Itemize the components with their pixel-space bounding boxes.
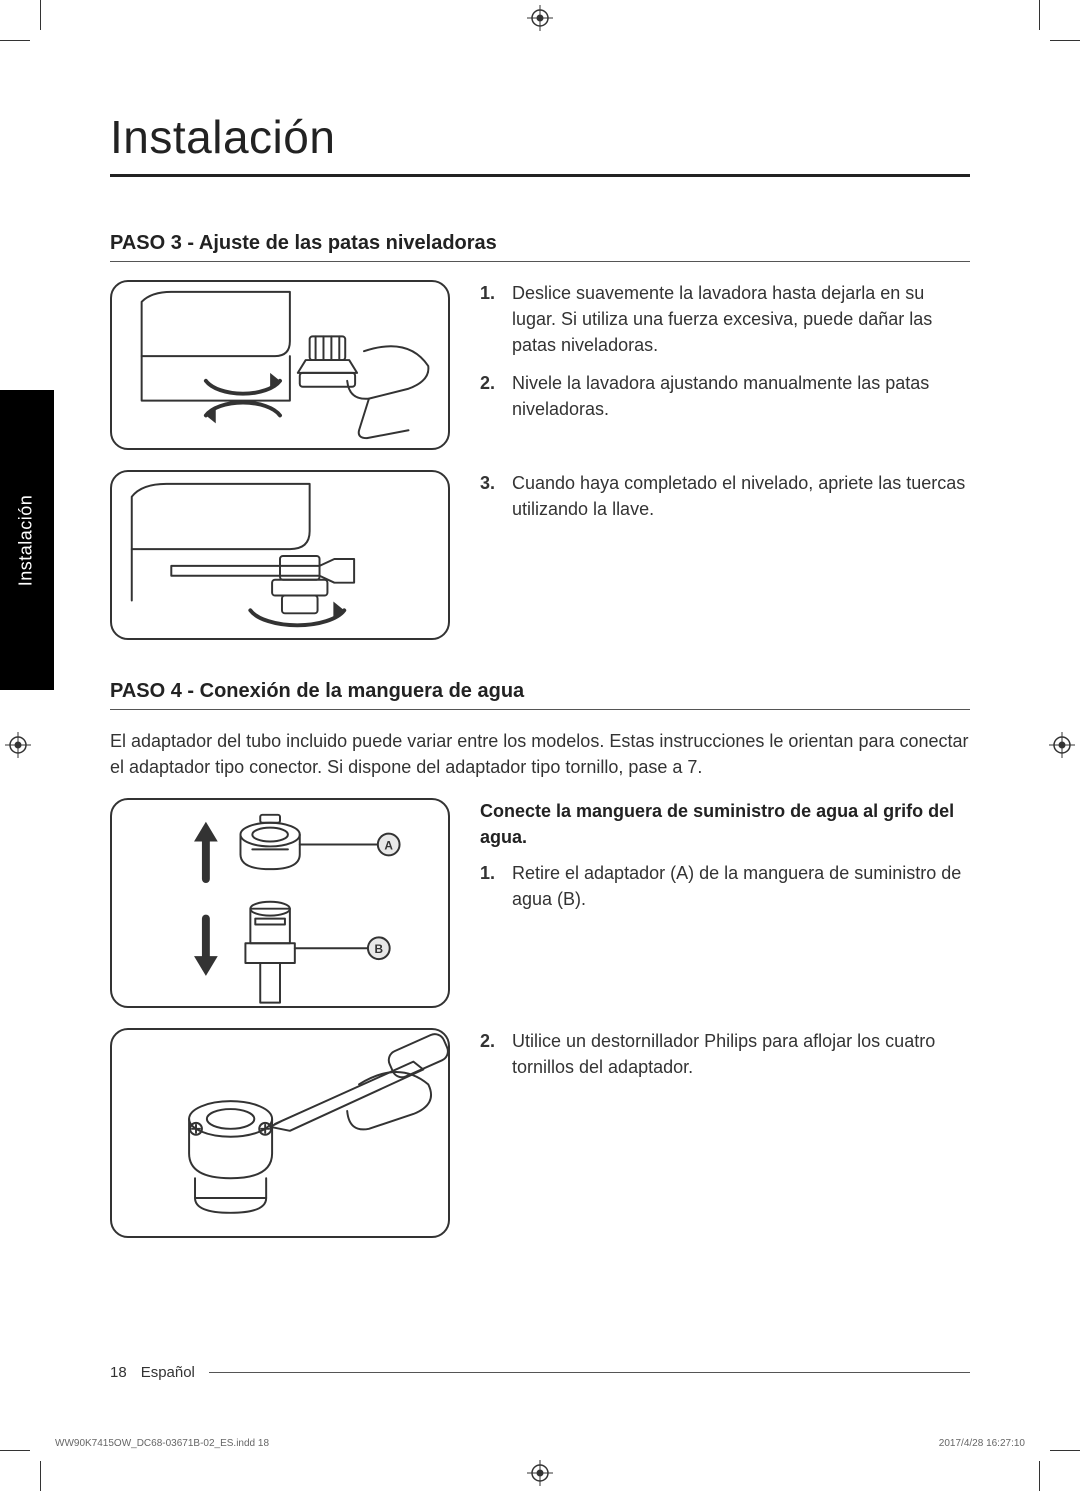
registration-mark-icon (527, 5, 553, 31)
step4-item: 2. Utilice un destornillador Philips par… (480, 1028, 970, 1080)
step4-subhead: Conecte la manguera de suministro de agu… (480, 798, 970, 850)
crop-mark (1050, 40, 1080, 41)
step3-heading: PASO 3 - Ajuste de las patas niveladoras (110, 232, 970, 262)
callout-b-label: B (375, 942, 384, 956)
list-text: Utilice un destornillador Philips para a… (512, 1028, 970, 1080)
crop-mark (40, 0, 41, 30)
illustration-adapter-hose: A B (110, 798, 450, 1008)
sidebar-tab-label: Instalación (16, 494, 37, 586)
step4-intro: El adaptador del tubo incluido puede var… (110, 728, 970, 780)
crop-mark (1050, 1450, 1080, 1451)
page-number: 18 (110, 1364, 127, 1381)
list-text: Nivele la lavadora ajustando manualmente… (512, 370, 970, 422)
crop-mark (40, 1461, 41, 1491)
registration-mark-icon (1049, 732, 1075, 758)
illustration-tighten-nut (110, 470, 450, 640)
crop-mark (1039, 1461, 1040, 1491)
crop-mark (0, 1450, 30, 1451)
list-number: 1. (480, 280, 502, 358)
list-number: 2. (480, 1028, 502, 1080)
footer-language: Español (141, 1364, 195, 1381)
list-text: Cuando haya completado el nivelado, apri… (512, 470, 970, 522)
list-number: 3. (480, 470, 502, 522)
sidebar-section-tab: Instalación (0, 390, 54, 690)
registration-mark-icon (5, 732, 31, 758)
step4-item: 1. Retire el adaptador (A) de la manguer… (480, 860, 970, 912)
list-text: Retire el adaptador (A) de la manguera d… (512, 860, 970, 912)
step3-item: 1. Deslice suavemente la lavadora hasta … (480, 280, 970, 358)
list-number: 2. (480, 370, 502, 422)
step3-item: 3. Cuando haya completado el nivelado, a… (480, 470, 970, 522)
title-underline (110, 174, 970, 177)
registration-mark-icon (527, 1460, 553, 1486)
callout-a-label: A (384, 839, 393, 853)
step4-heading: PASO 4 - Conexión de la manguera de agua (110, 680, 970, 710)
list-number: 1. (480, 860, 502, 912)
illustration-loosen-screws (110, 1028, 450, 1238)
illustration-level-foot-adjust (110, 280, 450, 450)
page-footer: 18 Español (110, 1364, 970, 1381)
step3-item: 2. Nivele la lavadora ajustando manualme… (480, 370, 970, 422)
imprint-line: WW90K7415OW_DC68-03671B-02_ES.indd 18 20… (55, 1438, 1025, 1449)
imprint-timestamp: 2017/4/28 16:27:10 (939, 1438, 1025, 1449)
footer-rule (209, 1372, 970, 1373)
crop-mark (0, 40, 30, 41)
page-title: Instalación (110, 110, 970, 164)
crop-mark (1039, 0, 1040, 30)
imprint-filename: WW90K7415OW_DC68-03671B-02_ES.indd 18 (55, 1438, 269, 1449)
list-text: Deslice suavemente la lavadora hasta dej… (512, 280, 970, 358)
